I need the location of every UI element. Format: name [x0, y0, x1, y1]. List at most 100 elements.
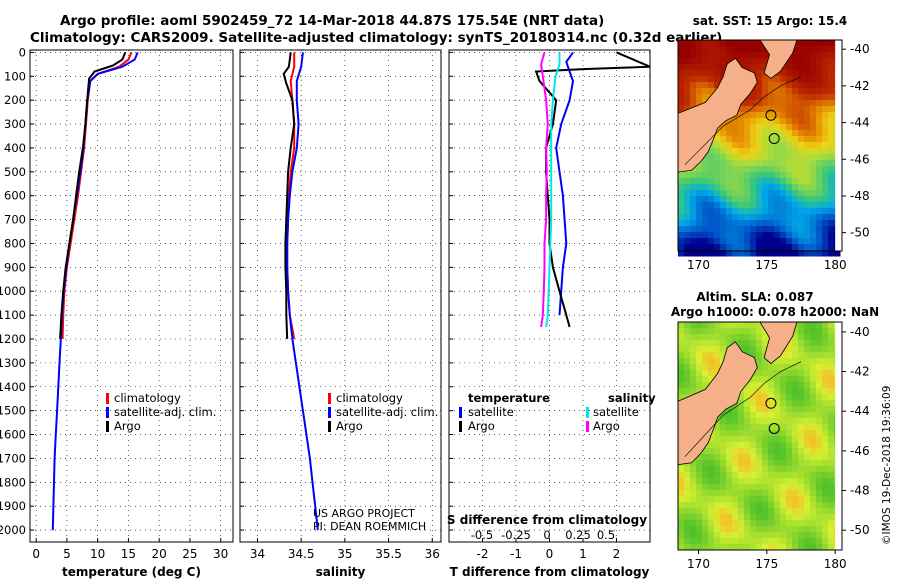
- map-data-cell: [828, 154, 835, 161]
- map-data-cell: [822, 496, 829, 503]
- map-data-cell: [750, 346, 757, 353]
- map-data-cell: [774, 436, 781, 443]
- map-data-cell: [762, 76, 769, 83]
- map-data-cell: [726, 142, 733, 149]
- map-data-cell: [798, 460, 805, 467]
- map-data-cell: [786, 352, 793, 359]
- map-data-cell: [792, 250, 799, 257]
- map-data-cell: [732, 454, 739, 461]
- map-data-cell: [720, 46, 727, 53]
- map-data-cell: [792, 442, 799, 449]
- map-data-cell: [756, 226, 763, 233]
- map-data-cell: [690, 364, 697, 371]
- map-data-cell: [708, 160, 715, 167]
- map-data-cell: [798, 376, 805, 383]
- map-data-cell: [696, 502, 703, 509]
- map-data-cell: [732, 328, 739, 335]
- map-data-cell: [750, 412, 757, 419]
- map-data-cell: [678, 40, 685, 47]
- map-data-cell: [750, 58, 757, 65]
- map-data-cell: [768, 130, 775, 137]
- map-data-cell: [804, 370, 811, 377]
- map-data-cell: [762, 334, 769, 341]
- map-data-cell: [768, 190, 775, 197]
- map-data-cell: [720, 514, 727, 521]
- map-data-cell: [822, 442, 829, 449]
- map-data-cell: [792, 388, 799, 395]
- map-data-cell: [696, 40, 703, 47]
- map-data-cell: [774, 472, 781, 479]
- secondary-tick-label: 0: [543, 528, 550, 542]
- map-data-cell: [792, 514, 799, 521]
- map-data-cell: [738, 418, 745, 425]
- map-data-cell: [798, 538, 805, 545]
- map-data-cell: [798, 358, 805, 365]
- map-data-cell: [690, 100, 697, 107]
- map-data-cell: [684, 322, 691, 329]
- map-data-cell: [774, 100, 781, 107]
- map-data-cell: [738, 196, 745, 203]
- map-data-cell: [684, 502, 691, 509]
- map-data-cell: [768, 544, 775, 551]
- map-data-cell: [756, 502, 763, 509]
- map-data-cell: [822, 220, 829, 227]
- map-data-cell: [738, 190, 745, 197]
- map-data-cell: [690, 190, 697, 197]
- map-data-cell: [720, 490, 727, 497]
- map-data-cell: [732, 442, 739, 449]
- map-lat-label: -40: [850, 325, 870, 339]
- map-data-cell: [732, 166, 739, 173]
- map-data-cell: [714, 334, 721, 341]
- map-data-cell: [828, 70, 835, 77]
- map-data-cell: [732, 148, 739, 155]
- map-data-cell: [738, 340, 745, 347]
- map-data-cell: [726, 532, 733, 539]
- map-data-cell: [762, 538, 769, 545]
- map-data-cell: [816, 118, 823, 125]
- map-data-cell: [762, 226, 769, 233]
- map-data-cell: [696, 82, 703, 89]
- map-data-cell: [696, 64, 703, 71]
- sla-map-subtitle: Argo h1000: 0.078 h2000: NaN: [671, 305, 879, 319]
- map-data-cell: [684, 88, 691, 95]
- map-data-cell: [732, 484, 739, 491]
- map-data-cell: [726, 430, 733, 437]
- map-data-cell: [756, 238, 763, 245]
- map-data-cell: [804, 166, 811, 173]
- map-data-cell: [756, 244, 763, 251]
- map-data-cell: [690, 520, 697, 527]
- map-data-cell: [732, 154, 739, 161]
- map-data-cell: [822, 124, 829, 131]
- map-data-cell: [828, 40, 835, 47]
- map-data-cell: [720, 478, 727, 485]
- map-data-cell: [726, 40, 733, 47]
- map-data-cell: [702, 448, 709, 455]
- map-data-cell: [798, 238, 805, 245]
- map-data-cell: [774, 502, 781, 509]
- map-data-cell: [780, 214, 787, 221]
- map-data-cell: [810, 400, 817, 407]
- map-data-cell: [810, 232, 817, 239]
- map-data-cell: [792, 538, 799, 545]
- map-data-cell: [810, 250, 817, 257]
- map-data-cell: [798, 352, 805, 359]
- map-data-cell: [828, 106, 835, 113]
- map-data-cell: [762, 88, 769, 95]
- map-data-cell: [822, 70, 829, 77]
- map-data-cell: [744, 52, 751, 59]
- map-data-cell: [762, 496, 769, 503]
- map-data-cell: [708, 190, 715, 197]
- map-data-cell: [828, 322, 835, 329]
- sst-map-title: sat. SST: 15 Argo: 15.4: [693, 14, 847, 28]
- map-data-cell: [792, 490, 799, 497]
- map-lat-label: -48: [850, 189, 870, 203]
- map-data-cell: [756, 52, 763, 59]
- map-data-cell: [822, 190, 829, 197]
- map-data-cell: [810, 514, 817, 521]
- map-data-cell: [816, 502, 823, 509]
- map-data-cell: [822, 166, 829, 173]
- map-data-cell: [804, 214, 811, 221]
- map-data-cell: [714, 202, 721, 209]
- map-data-cell: [750, 100, 757, 107]
- map-data-cell: [804, 478, 811, 485]
